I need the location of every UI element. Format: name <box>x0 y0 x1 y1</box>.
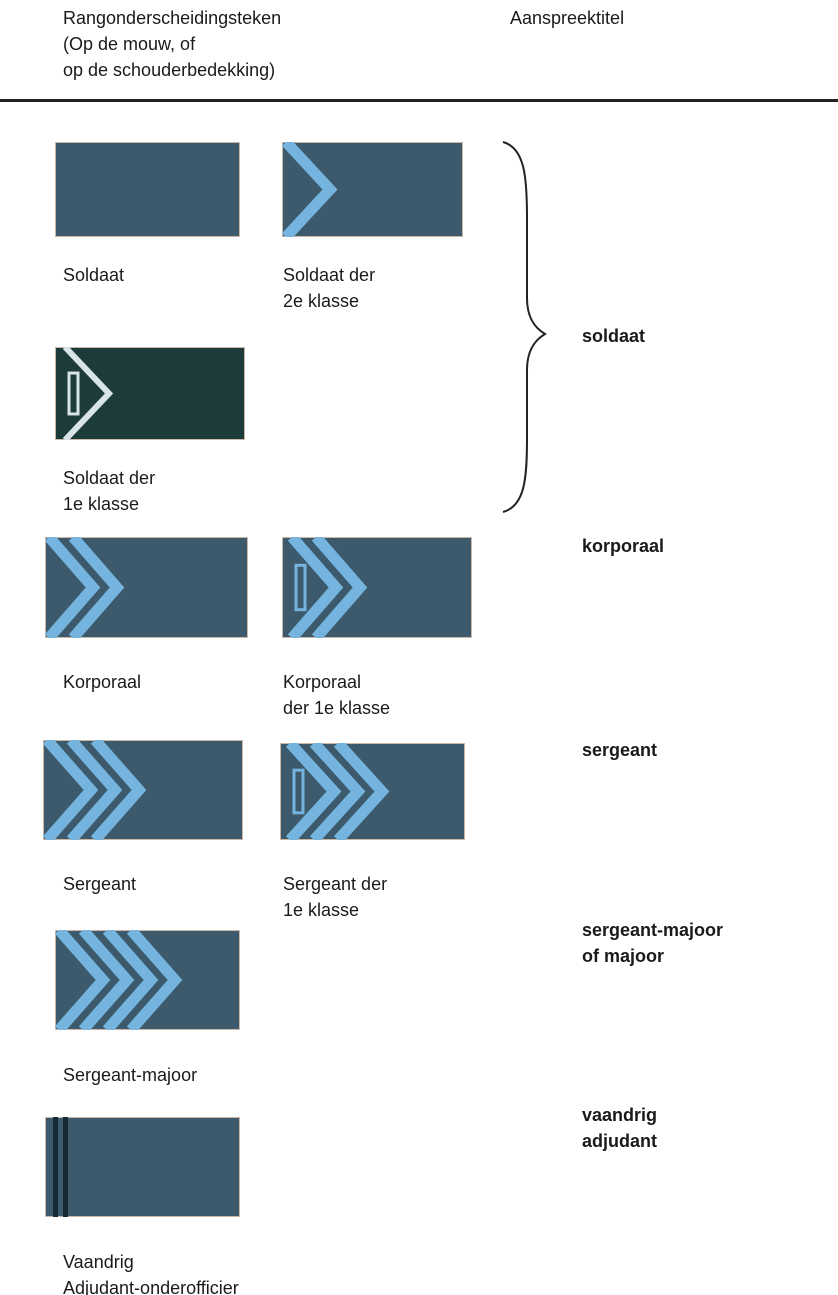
brace <box>502 141 547 513</box>
rank-label: Korporaal <box>283 672 362 692</box>
insignia-patch <box>55 347 245 440</box>
insignia-patch <box>282 142 463 237</box>
column-heading: Aanspreektitel <box>510 8 625 28</box>
rank-label: 2e klasse <box>283 291 360 311</box>
column-heading: Rangonderscheidingsteken <box>63 8 282 28</box>
header-rule <box>0 99 838 102</box>
insignia-patch <box>45 1117 240 1217</box>
rank-label: Soldaat der <box>63 468 156 488</box>
insignia-patch <box>282 537 472 638</box>
address-title: korporaal <box>582 536 665 556</box>
column-heading: op de schouderbedekking) <box>63 60 276 80</box>
rank-label: 1e klasse <box>63 494 140 514</box>
address-title: of majoor <box>582 946 665 966</box>
rank-label: 1e klasse <box>283 900 360 920</box>
address-title: adjudant <box>582 1131 657 1151</box>
address-title: soldaat <box>582 326 646 346</box>
rank-label: Vaandrig <box>63 1252 134 1272</box>
rank-label: Adjudant-onderofficier <box>63 1278 239 1295</box>
address-title: sergeant-majoor <box>582 920 724 940</box>
insignia-patch <box>280 743 465 840</box>
insignia-patch <box>43 740 243 840</box>
insignia-patch <box>55 930 240 1030</box>
insignia-patch <box>45 537 248 638</box>
rank-label: Soldaat <box>63 265 125 285</box>
address-title: vaandrig <box>582 1105 658 1125</box>
rank-label: Korporaal <box>63 672 142 692</box>
address-title: sergeant <box>582 740 658 760</box>
rank-label: Sergeant <box>63 874 137 894</box>
rank-label: Soldaat der <box>283 265 376 285</box>
insignia-patch <box>55 142 240 237</box>
rank-label: der 1e klasse <box>283 698 391 718</box>
column-heading: (Op de mouw, of <box>63 34 196 54</box>
rank-label: Sergeant der <box>283 874 388 894</box>
rank-label: Sergeant-majoor <box>63 1065 198 1085</box>
